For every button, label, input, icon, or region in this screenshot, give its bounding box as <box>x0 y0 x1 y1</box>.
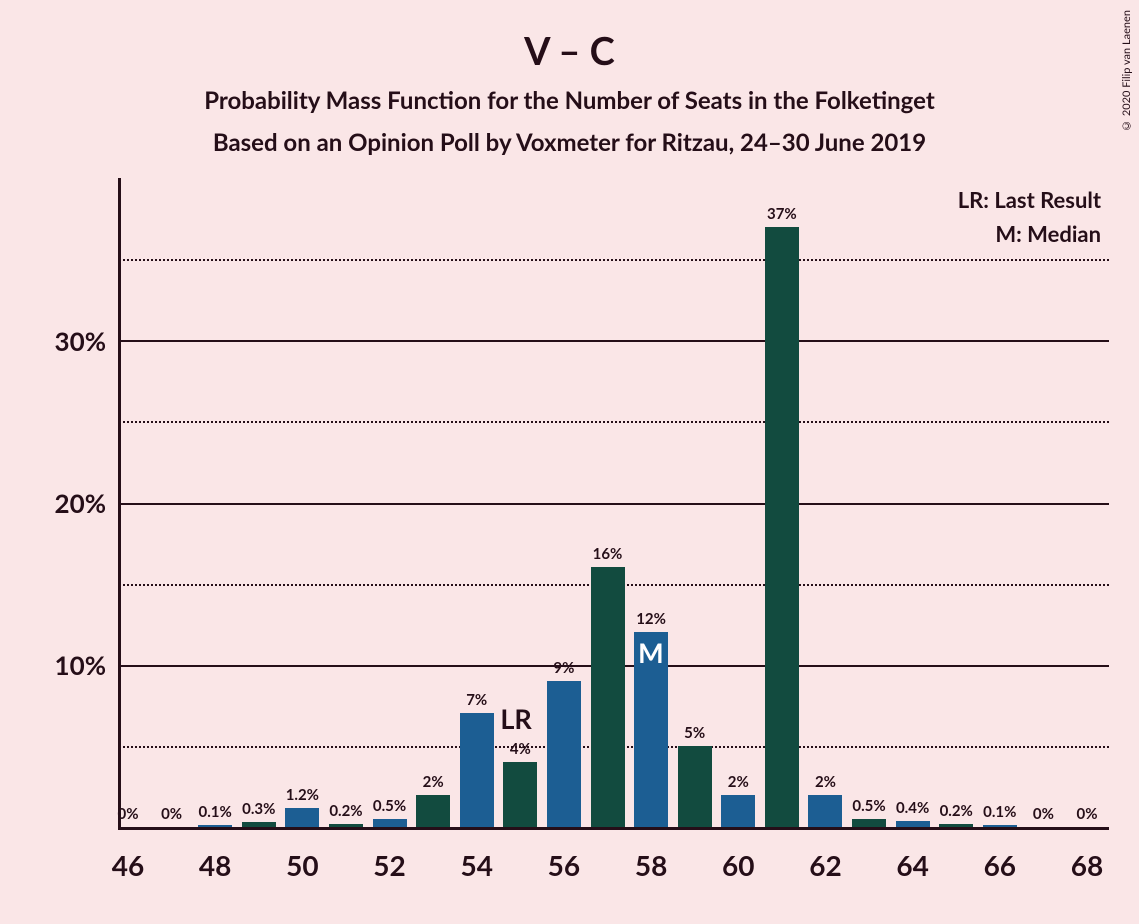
x-tick-label: 66 <box>970 848 1030 882</box>
x-tick-label: 48 <box>185 848 245 882</box>
chart-subtitle-2: Based on an Opinion Poll by Voxmeter for… <box>0 128 1139 157</box>
marker-lr: LR <box>500 702 531 735</box>
bar-value-label: 0.5% <box>360 797 420 815</box>
legend-m: M: Median <box>995 220 1101 247</box>
x-tick-label: 50 <box>272 848 332 882</box>
bar <box>896 821 930 827</box>
x-tick-label: 58 <box>621 848 681 882</box>
chart-title: V – C <box>0 28 1139 74</box>
bar-value-label: 9% <box>534 659 594 677</box>
x-tick-label: 56 <box>534 848 594 882</box>
bar-value-label: 0% <box>1057 805 1117 823</box>
bar-value-label: 2% <box>708 773 768 791</box>
x-tick-label: 60 <box>708 848 768 882</box>
bar <box>198 825 232 827</box>
x-tick-label: 68 <box>1057 848 1117 882</box>
plot-area: 0%0%0.1%0.3%1.2%0.2%0.5%2%7%4%LR9%16%12%… <box>118 178 1109 830</box>
bar <box>242 822 276 827</box>
x-tick-label: 52 <box>360 848 420 882</box>
bar-value-label: 7% <box>447 691 507 709</box>
bar-value-label: 5% <box>665 724 725 742</box>
bar <box>721 795 755 827</box>
bar <box>591 567 625 827</box>
y-tick-label: 10% <box>26 649 106 681</box>
copyright-text: © 2020 Filip van Laenen <box>1120 10 1133 132</box>
bars-container: 0%0%0.1%0.3%1.2%0.2%0.5%2%7%4%LR9%16%12%… <box>118 178 1109 827</box>
bar <box>852 819 886 827</box>
bar <box>808 795 842 827</box>
x-axis-line <box>118 827 1109 830</box>
bar <box>939 824 973 827</box>
y-tick-label: 20% <box>26 487 106 519</box>
bar <box>983 825 1017 827</box>
x-tick-label: 46 <box>98 848 158 882</box>
bar <box>547 681 581 827</box>
bar <box>765 227 799 827</box>
bar-value-label: 4% <box>490 740 550 758</box>
bar <box>678 746 712 827</box>
bar <box>460 713 494 827</box>
bar <box>503 762 537 827</box>
marker-median: M <box>638 636 664 669</box>
chart-subtitle-1: Probability Mass Function for the Number… <box>0 86 1139 115</box>
bar <box>373 819 407 827</box>
bar <box>416 795 450 827</box>
bar <box>329 824 363 827</box>
y-tick-label: 30% <box>26 325 106 357</box>
bar-value-label: 2% <box>403 773 463 791</box>
bar-value-label: 12% <box>621 610 681 628</box>
bar-value-label: 37% <box>752 205 812 223</box>
x-tick-label: 64 <box>883 848 943 882</box>
legend-lr: LR: Last Result <box>958 186 1101 213</box>
bar-value-label: 2% <box>795 773 855 791</box>
bar <box>285 808 319 827</box>
bar-value-label: 16% <box>578 545 638 563</box>
x-tick-label: 54 <box>447 848 507 882</box>
x-tick-label: 62 <box>795 848 855 882</box>
